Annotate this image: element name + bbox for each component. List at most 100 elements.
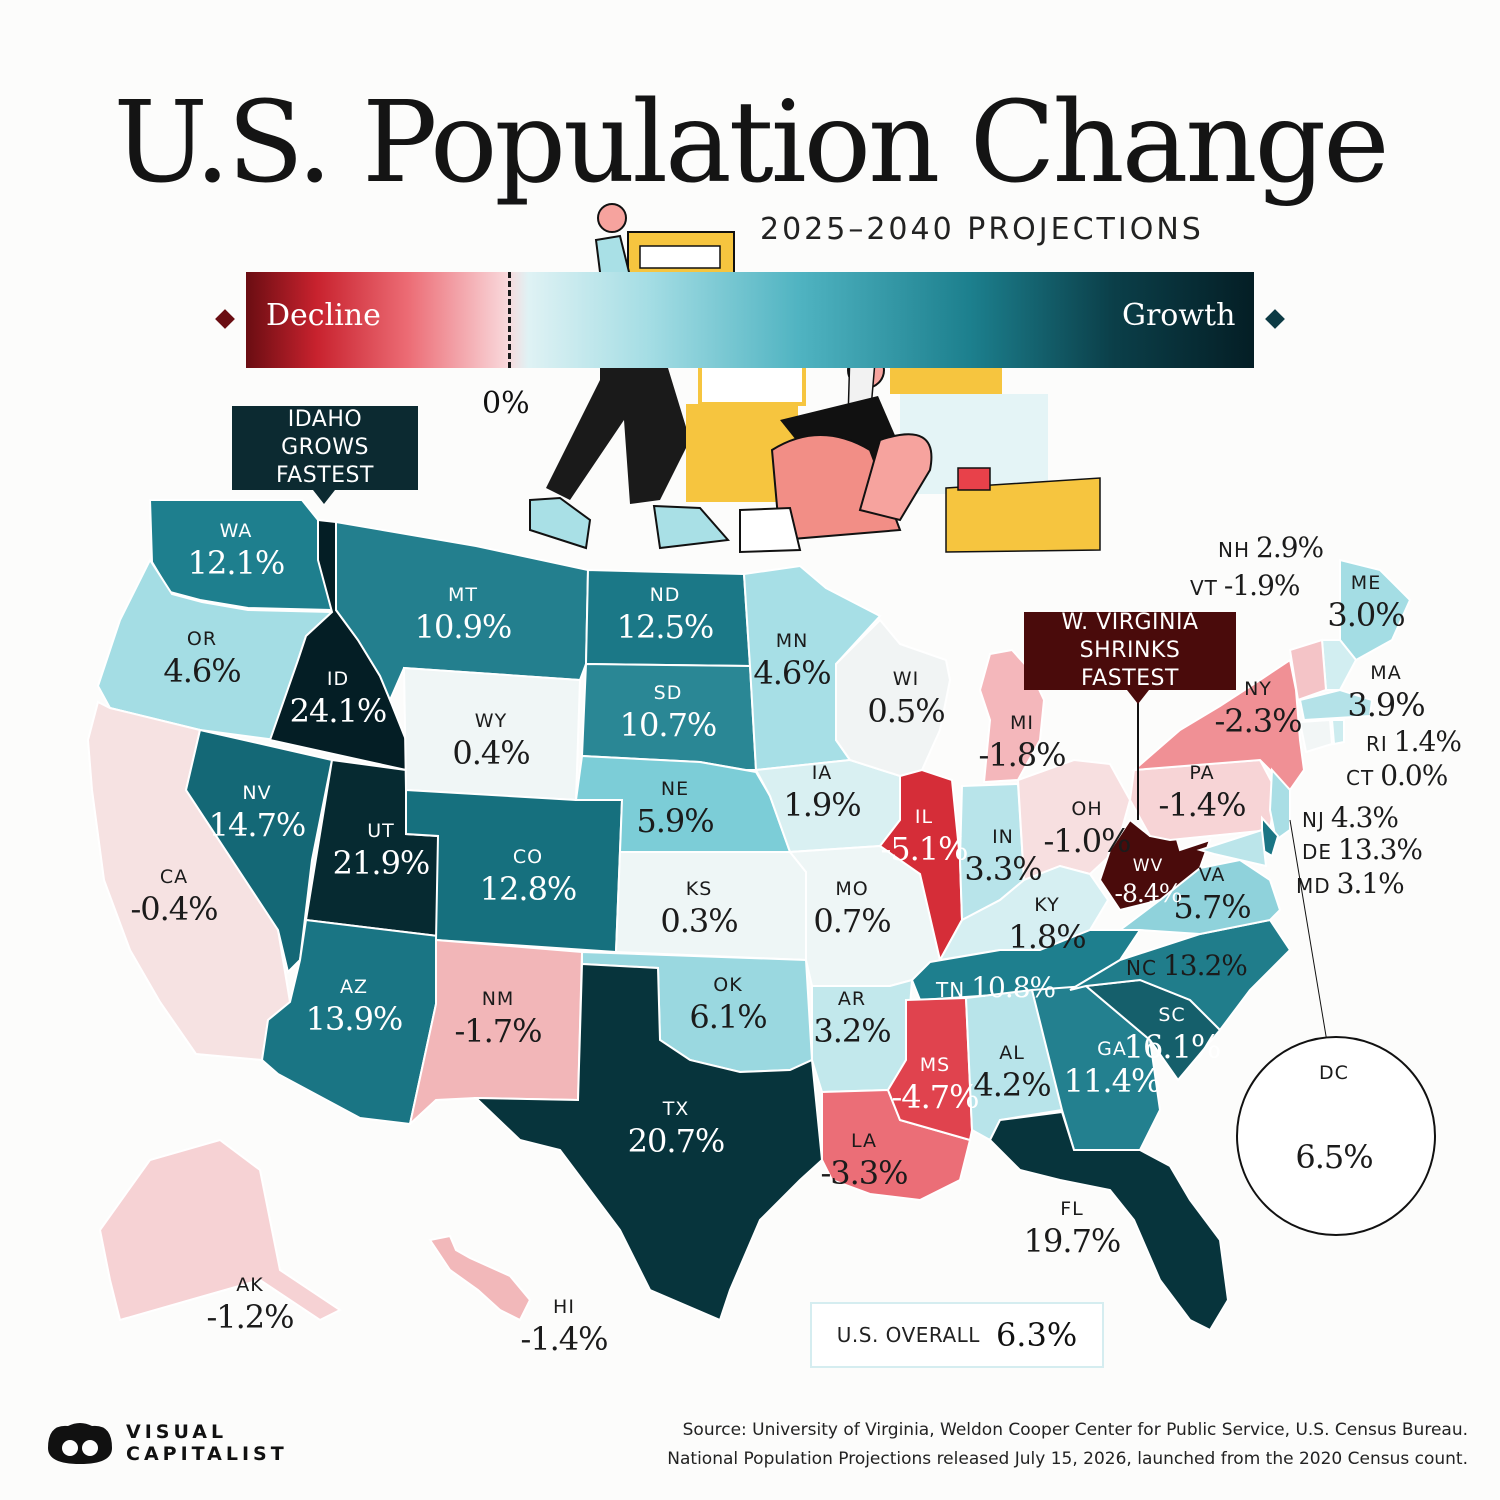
brand-line1: VISUAL (126, 1421, 228, 1443)
state-abbr: MA (1370, 662, 1402, 684)
state-label-ms: MS -4.7% (845, 1054, 1025, 1114)
state-value: 10.7% (619, 706, 718, 744)
state-abbr: GA (1097, 1038, 1127, 1060)
state-value: 1.4% (1393, 725, 1462, 758)
state-abbr: CO (512, 846, 544, 868)
state-label-mo: MO 0.7% (762, 878, 942, 940)
state-abbr: WY (474, 710, 508, 732)
wv-callout-text: W. VIRGINIA SHRINKS FASTEST (1061, 610, 1199, 691)
state-wv (1098, 818, 1212, 912)
state-value: 24.1% (289, 692, 388, 730)
state-value: -1.8% (978, 736, 1066, 774)
state-label-nv: NV 14.7% (167, 784, 347, 844)
state-abbr: KS (685, 878, 713, 900)
state-fl (988, 1110, 1230, 1332)
state-value: -0.4% (130, 890, 218, 928)
state-abbr: OR (186, 628, 218, 650)
state-label-ri: RI 1.4% (1366, 725, 1462, 758)
state-abbr: MO (835, 878, 869, 900)
state-abbr: DC (1319, 1062, 1349, 1084)
state-md (1196, 828, 1268, 868)
state-va (1090, 858, 1282, 936)
state-label-fl: FL 19.7% (982, 1200, 1162, 1260)
state-label-tn: TN 10.8% (936, 974, 1056, 1002)
legend-zero-label: 0% (482, 386, 530, 421)
source-line-1: Source: University of Virginia, Weldon C… (682, 1420, 1468, 1440)
state-value: 12.5% (616, 608, 715, 646)
state-value: -1.2% (206, 1298, 294, 1336)
state-value: -1.0% (1043, 822, 1131, 860)
state-label-nd: ND 12.5% (575, 584, 755, 646)
state-label-or: OR 4.6% (112, 628, 292, 688)
state-abbr: OK (713, 974, 743, 996)
state-value: 5.9% (636, 802, 714, 840)
state-label-ct: CT 0.0% (1346, 759, 1448, 792)
state-value: -1.4% (520, 1320, 608, 1358)
state-value: 0.0% (1380, 759, 1448, 792)
idaho-callout: IDAHO GROWS FASTEST (232, 406, 418, 490)
us-overall-box: U.S. OVERALL 6.3% (810, 1302, 1104, 1368)
state-abbr: AR (837, 988, 867, 1010)
state-value: -2.3% (1214, 702, 1302, 740)
state-label-dc: DC 6.5% (1244, 1062, 1424, 1174)
state-value: 0.5% (867, 692, 945, 730)
state-label-ny: NY -2.3% (1168, 680, 1348, 740)
idaho-callout-text: IDAHO GROWS FASTEST (276, 407, 374, 488)
state-label-sd: SD 10.7% (578, 684, 758, 744)
state-abbr: IA (811, 762, 833, 784)
state-hi (428, 1234, 532, 1322)
brand-line2: CAPITALIST (126, 1443, 288, 1465)
state-value: 2.9% (1256, 531, 1324, 564)
state-label-ia: IA 1.9% (732, 762, 912, 822)
state-label-wy: WY 0.4% (401, 710, 581, 770)
state-label-nj: NJ 4.3% (1302, 804, 1399, 832)
us-overall-value: 6.3% (995, 1316, 1078, 1354)
state-label-ak: AK -1.2% (160, 1274, 340, 1336)
state-abbr: TN (936, 978, 966, 1002)
state-label-la: LA -3.3% (774, 1130, 954, 1190)
state-abbr: NH (1218, 538, 1250, 562)
state-abbr: UT (367, 820, 395, 842)
state-abbr: VA (1198, 864, 1226, 886)
state-abbr: MT (448, 584, 478, 606)
legend-decline-label: Decline (266, 298, 381, 333)
state-value: 0.7% (813, 902, 891, 940)
state-value: 3.1% (1336, 867, 1405, 900)
state-value: 20.7% (627, 1122, 726, 1160)
state-label-ca: CA -0.4% (84, 868, 264, 928)
idaho-callout-pointer (313, 490, 335, 504)
brand-logo: VISUAL CAPITALIST (44, 1418, 288, 1468)
state-ak (98, 1138, 342, 1322)
state-abbr: AL (999, 1042, 1025, 1064)
state-label-hi: HI -1.4% (474, 1298, 654, 1358)
source-note: Source: University of Virginia, Weldon C… (667, 1416, 1468, 1474)
state-abbr: AK (236, 1274, 264, 1296)
state-value: 4.6% (753, 654, 831, 692)
state-value: 10.9% (414, 608, 513, 646)
state-abbr: ND (649, 584, 681, 606)
state-value: 3.2% (813, 1012, 891, 1050)
state-value: 4.2% (973, 1066, 1051, 1104)
state-value: 21.9% (332, 844, 431, 882)
legend-zero-marker (508, 272, 511, 368)
state-value: 0.3% (660, 902, 738, 940)
state-value: 19.7% (1023, 1222, 1122, 1260)
state-label-vt: VT -1.9% (1190, 572, 1301, 600)
state-label-wv: WV -8.4% (1058, 858, 1238, 907)
state-label-in: IN 3.3% (913, 828, 1093, 886)
state-label-ne: NE 5.9% (585, 780, 765, 840)
state-value: 5.7% (1173, 888, 1251, 926)
state-abbr: LA (850, 1130, 878, 1152)
state-label-me: ME 3.0% (1276, 574, 1456, 632)
state-tn (910, 929, 1142, 1002)
state-label-co: CO 12.8% (438, 846, 618, 906)
state-abbr: NC (1126, 956, 1157, 980)
subtitle: 2025–2040 PROJECTIONS (760, 212, 1204, 247)
state-abbr: MS (919, 1054, 951, 1076)
legend-growth-label: Growth (1122, 298, 1236, 333)
state-value: 14.7% (208, 806, 307, 844)
state-label-ky: KY 1.8% (957, 896, 1137, 954)
state-label-md: MD 3.1% (1296, 867, 1405, 900)
state-value: 11.4% (1063, 1062, 1162, 1100)
